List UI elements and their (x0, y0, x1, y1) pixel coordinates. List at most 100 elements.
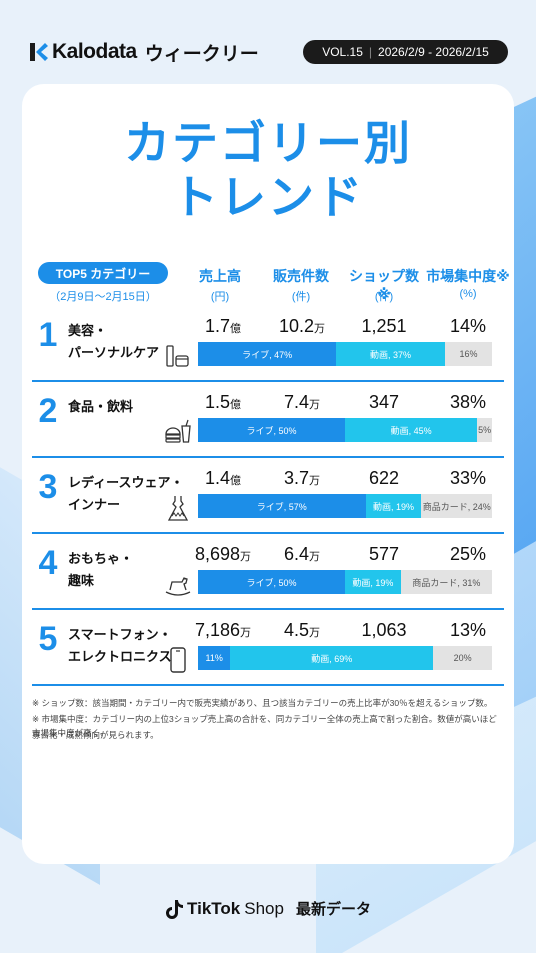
sales-value: 1.7億 (182, 316, 264, 337)
shops-value-number: 622 (368, 468, 400, 488)
bar-segment-live: ライブ, 50% (198, 418, 345, 442)
concentration-value-number: 14% (449, 316, 487, 336)
footer: TikTok Shop 最新データ (0, 898, 536, 919)
units-value: 10.2万 (262, 316, 342, 337)
column-header-sales: 売上高 (199, 268, 241, 284)
category-name: スマートフォン・ エレクトロニクス (68, 624, 198, 668)
bar-segment-video: 動画, 45% (345, 418, 478, 442)
shops-value: 1,063 (346, 620, 422, 641)
footnote-concentration-cont: 寡占化・成熟傾向が見られます。 (32, 730, 159, 740)
channel-share-bar: ライブ, 50% 動画, 45% 5% (198, 418, 492, 442)
shops-value-number: 1,063 (361, 620, 407, 640)
shops-value-number: 1,251 (361, 316, 407, 336)
bar-segment-live: ライブ, 50% (198, 570, 345, 594)
category-header-badge: TOP5 カテゴリー (38, 262, 168, 284)
sales-value-unit: 億 (230, 399, 242, 411)
column-unit-units: (件) (291, 291, 311, 303)
shop-wordmark: Shop (244, 898, 284, 918)
shops-value-number: 577 (368, 544, 400, 564)
units-value-number: 10.2 (278, 316, 315, 336)
cosmetics-icon (164, 342, 192, 370)
dress-icon (164, 494, 192, 522)
bar-segment-video: 動画, 69% (230, 646, 434, 670)
sales-value-number: 1.7 (204, 316, 231, 336)
units-value-unit: 万 (309, 627, 321, 639)
column-header-concentration: 市場集中度※ (426, 268, 510, 284)
main-card: カテゴリー別 トレンド TOP5 カテゴリー （2月9日～2月15日） 売上高 … (22, 84, 514, 864)
bar-segment-other: 20% (433, 646, 492, 670)
category-name: 美容・ パーソナルケア (68, 320, 198, 364)
bar-segment-live: ライブ, 47% (198, 342, 337, 366)
sales-value: 7,186万 (182, 620, 264, 641)
units-value: 3.7万 (262, 468, 342, 489)
column-header-shops: ショップ数※ (349, 268, 419, 302)
footnote-concentration: ※ 市場集中度：カテゴリー内の上位3ショップ売上高の合計を、同カテゴリー全体の売… (32, 714, 497, 738)
units-value-number: 6.4 (283, 544, 310, 564)
shops-value: 347 (346, 392, 422, 413)
column-unit-shops: (件) (374, 291, 394, 303)
separator: | (368, 45, 373, 59)
brand-name: Kalodata (52, 40, 137, 63)
units-value: 4.5万 (262, 620, 342, 641)
food-icon (164, 418, 192, 446)
category-name-line1: スマートフォン・ (68, 627, 172, 642)
rank-number: 3 (38, 468, 58, 506)
table-row: 2 食品・飲料 1.5億 7.4万 347 38% ライブ, 50% 動画, 45% 5% (32, 382, 504, 458)
sales-value-number: 7,186 (194, 620, 241, 640)
category-name: おもちゃ・ 趣味 (68, 548, 198, 592)
rank-number: 2 (38, 392, 58, 430)
concentration-value-number: 38% (449, 392, 487, 412)
rank-number: 1 (38, 316, 58, 354)
tiktok-wordmark: TikTok (187, 898, 241, 918)
sales-value-unit: 万 (240, 627, 252, 639)
category-name: 食品・飲料 (68, 396, 198, 418)
bar-segment-other: 商品カード, 31% (400, 570, 492, 594)
table-row: 3 レディースウェア・ インナー 1.4億 3.7万 622 33% ライブ, 57% 動画, … (32, 458, 504, 534)
units-value-unit: 万 (309, 399, 321, 411)
units-value-unit: 万 (309, 475, 321, 487)
smartphone-icon (164, 646, 192, 674)
category-name-line2: エレクトロニクス (68, 649, 172, 664)
category-name-line1: おもちゃ・ (68, 551, 134, 566)
channel-share-bar: ライブ, 57% 動画, 19% 商品カード, 24% (198, 494, 492, 518)
bar-segment-other: 5% (477, 418, 492, 442)
period-range: 2026/2/9 - 2026/2/15 (378, 45, 489, 59)
concentration-value: 38% (426, 392, 510, 413)
units-value-number: 4.5 (283, 620, 310, 640)
table-row: 5 スマートフォン・ エレクトロニクス 7,186万 4.5万 1,063 13% 11% 動画… (32, 610, 504, 686)
header: Kalodata ウィークリー VOL.15 | 2026/2/9 - 2026… (28, 38, 508, 66)
bar-segment-video: 動画, 37% (336, 342, 445, 366)
volume-number: VOL.15 (322, 45, 363, 59)
page-title: カテゴリー別 (124, 117, 412, 169)
sales-value: 8,698万 (182, 544, 264, 565)
category-name-line1: レディースウェア・ (68, 475, 184, 490)
concentration-value-number: 33% (449, 468, 487, 488)
channel-share-bar: 11% 動画, 69% 20% (198, 646, 492, 670)
bar-segment-live: 11% (198, 646, 231, 670)
column-unit-concentration: (%) (459, 288, 477, 300)
shops-value: 622 (346, 468, 422, 489)
footnote-shops: ※ ショップ数：該当期間・カテゴリー内で販売実績があり、且つ該当カテゴリーの売上… (32, 698, 493, 708)
concentration-value-number: 25% (449, 544, 487, 564)
footer-subtitle: 最新データ (295, 901, 371, 918)
units-value-unit: 万 (309, 551, 321, 563)
column-unit-sales: (円) (210, 291, 230, 303)
concentration-value-number: 13% (449, 620, 487, 640)
tiktok-logo-icon (166, 899, 184, 919)
bar-segment-other: 商品カード, 24% (421, 494, 492, 518)
table-row: 1 美容・ パーソナルケア 1.7億 10.2万 1,251 14% ライブ, 47% 動画, … (32, 306, 504, 382)
category-name: レディースウェア・ インナー (68, 472, 198, 516)
sales-value-unit: 億 (230, 475, 242, 487)
units-value-unit: 万 (314, 323, 326, 335)
bar-segment-video: 動画, 19% (345, 570, 401, 594)
category-name-line2: パーソナルケア (68, 345, 160, 360)
sales-value-number: 1.5 (204, 392, 231, 412)
volume-badge: VOL.15 | 2026/2/9 - 2026/2/15 (303, 40, 508, 64)
concentration-value: 33% (426, 468, 510, 489)
rank-number: 4 (38, 544, 58, 582)
sales-value-number: 1.4 (204, 468, 231, 488)
category-name-line2: インナー (68, 497, 121, 512)
shops-value: 1,251 (346, 316, 422, 337)
units-value: 6.4万 (262, 544, 342, 565)
units-value-number: 7.4 (283, 392, 310, 412)
